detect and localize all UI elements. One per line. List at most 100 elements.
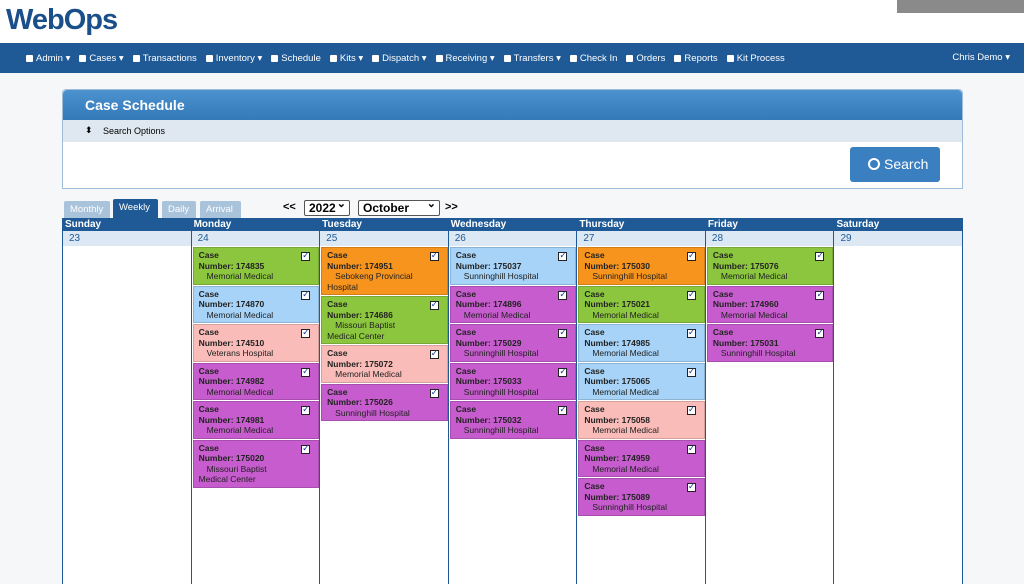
hospital: Sunninghill Hospital [592,271,667,281]
case-word: Case [712,327,734,337]
nav-item[interactable]: Transfers [504,53,561,64]
case-card[interactable]: Case Number: 175020 Missouri Baptist Medic… [192,439,320,488]
hospital: Memorial Medical [720,309,788,320]
hospital: Sunninghill Hospital [463,386,539,397]
number-label: Number: [198,376,234,386]
case-label: Case Number: 175037 [456,250,551,271]
case-card[interactable]: Case Number: 174686 Missouri Baptist Medic… [321,296,448,344]
day-column: Friday 28 Case Number: 175076 Memorial Medic… [705,218,835,584]
number-label: Number: [712,260,748,271]
nav-item[interactable]: Inventory [206,53,263,64]
case-number: 175065 [621,376,651,386]
case-number: 174985 [621,337,651,348]
case-word: Case [584,250,605,260]
case-word: Case [198,365,219,376]
tab[interactable]: Arrival [200,201,241,218]
case-card[interactable]: Case Number: 175031 Sunninghill Hospital [706,324,834,362]
case-word: Case [327,299,348,309]
case-number: 175037 [493,260,522,271]
case-card[interactable]: Case Number: 175030 Sunninghill Hospital [578,247,705,285]
case-card[interactable]: Case Number: 175089 Sunninghill Hospital [578,478,705,516]
status-icon [815,289,825,300]
case-card[interactable]: Case Number: 175058 Memorial Medical [578,401,705,439]
case-card[interactable]: Case Number: 174985 Memorial Medical [578,324,705,362]
case-card[interactable]: Case Number: 175033 Sunninghill Hospital [449,362,577,400]
nav-item[interactable]: Cases [79,53,123,64]
status-icon [558,404,568,415]
user-menu[interactable]: Chris Demo [952,52,1010,63]
case-word: Case [198,250,219,260]
hospital: Sunninghill Hospital [463,271,539,281]
tab[interactable]: Daily [162,201,196,218]
status-icon [429,299,439,310]
hospital: Memorial Medical [592,463,659,474]
number-label: Number: [712,337,748,348]
hospital: Sunninghill Hospital [335,407,410,418]
tab[interactable]: Monthly [64,201,110,218]
case-word: Case [198,404,219,414]
case-label: Case Number: 174951 [327,250,422,271]
year-select[interactable]: 2022 [304,197,350,216]
case-card[interactable]: Case Number: 175072 Memorial Medical [321,345,448,383]
case-card[interactable]: Case Number: 175076 Memorial Medical [706,247,834,285]
nav-item[interactable]: Kit Process [727,53,785,64]
prev-button[interactable]: << [283,201,296,213]
nav-item[interactable]: Schedule [271,53,321,64]
number-label: Number: [198,453,234,463]
nav-item[interactable]: Reports [674,53,717,64]
case-card[interactable]: Case Number: 174982 Memorial Medical [192,362,320,400]
nav-item[interactable]: Kits [330,53,363,64]
nav-item[interactable]: Orders [626,53,665,64]
case-card[interactable]: Case Number: 175021 Memorial Medical [578,285,705,323]
hospital: Memorial Medical [720,271,788,281]
case-number: 174959 [621,453,651,463]
panel-title: Case Schedule [63,90,962,120]
tab[interactable]: Weekly [113,199,158,218]
logo[interactable]: WebOps [6,4,118,36]
nav-item[interactable]: Receiving [436,53,495,64]
status-icon [686,404,696,415]
month-select[interactable]: October [358,197,440,216]
nav-item[interactable]: Transactions [133,53,197,64]
case-card[interactable]: Case Number: 174981 Memorial Medical [192,401,320,439]
case-label: Case Number: 175089 [584,481,679,502]
search-options[interactable]: Search Options [63,120,962,142]
case-card[interactable]: Case Number: 175026 Sunninghill Hospital [321,383,448,421]
hospital: Sunninghill Hospital [463,348,539,358]
number-label: Number: [455,337,491,348]
case-card[interactable]: Case Number: 174960 Memorial Medical [706,285,834,323]
nav-item[interactable]: Dispatch [372,53,426,64]
status-icon [558,289,568,300]
day-name: Friday [705,218,834,231]
case-number: 174835 [235,260,265,271]
number-label: Number: [455,414,491,425]
case-card[interactable]: Case Number: 174510 Veterans Hospital [192,324,320,362]
day-date: 26 [448,231,577,246]
case-card[interactable]: Case Number: 175032 Sunninghill Hospital [449,401,577,439]
case-card[interactable]: Case Number: 174896 Memorial Medical [449,285,577,323]
search-button[interactable]: Search [850,147,940,182]
case-number: 174960 [750,299,779,309]
case-label: Case Number: 174960 [713,289,808,310]
case-label: Case Number: 174835 [199,250,294,271]
case-card[interactable]: Case Number: 175029 Sunninghill Hospital [449,324,577,362]
status-icon [558,327,568,338]
nav-bar: Admin Cases Transactions Inventory Sched… [0,43,1024,73]
case-word: Case [712,288,734,299]
day-name: Tuesday [320,218,448,231]
case-card[interactable]: Case Number: 174959 Memorial Medical [578,439,705,477]
case-card[interactable]: Case Number: 174951 Sebokeng Provincial Ho… [321,247,448,295]
case-word: Case [584,365,605,376]
next-button[interactable]: >> [445,201,458,213]
case-card[interactable]: Case Number: 174835 Memorial Medical [192,247,320,285]
case-number: 175020 [235,453,265,463]
case-card[interactable]: Case Number: 175065 Memorial Medical [578,362,705,400]
nav-item[interactable]: Admin [26,53,70,64]
case-card[interactable]: Case Number: 175037 Sunninghill Hospital [449,247,577,285]
hospital: Memorial Medical [592,309,659,320]
case-number: 175089 [621,491,651,502]
status-icon [686,289,696,300]
case-card[interactable]: Case Number: 174870 Memorial Medical [192,285,320,323]
nav-item[interactable]: Check In [570,53,618,64]
status-icon [301,289,311,300]
